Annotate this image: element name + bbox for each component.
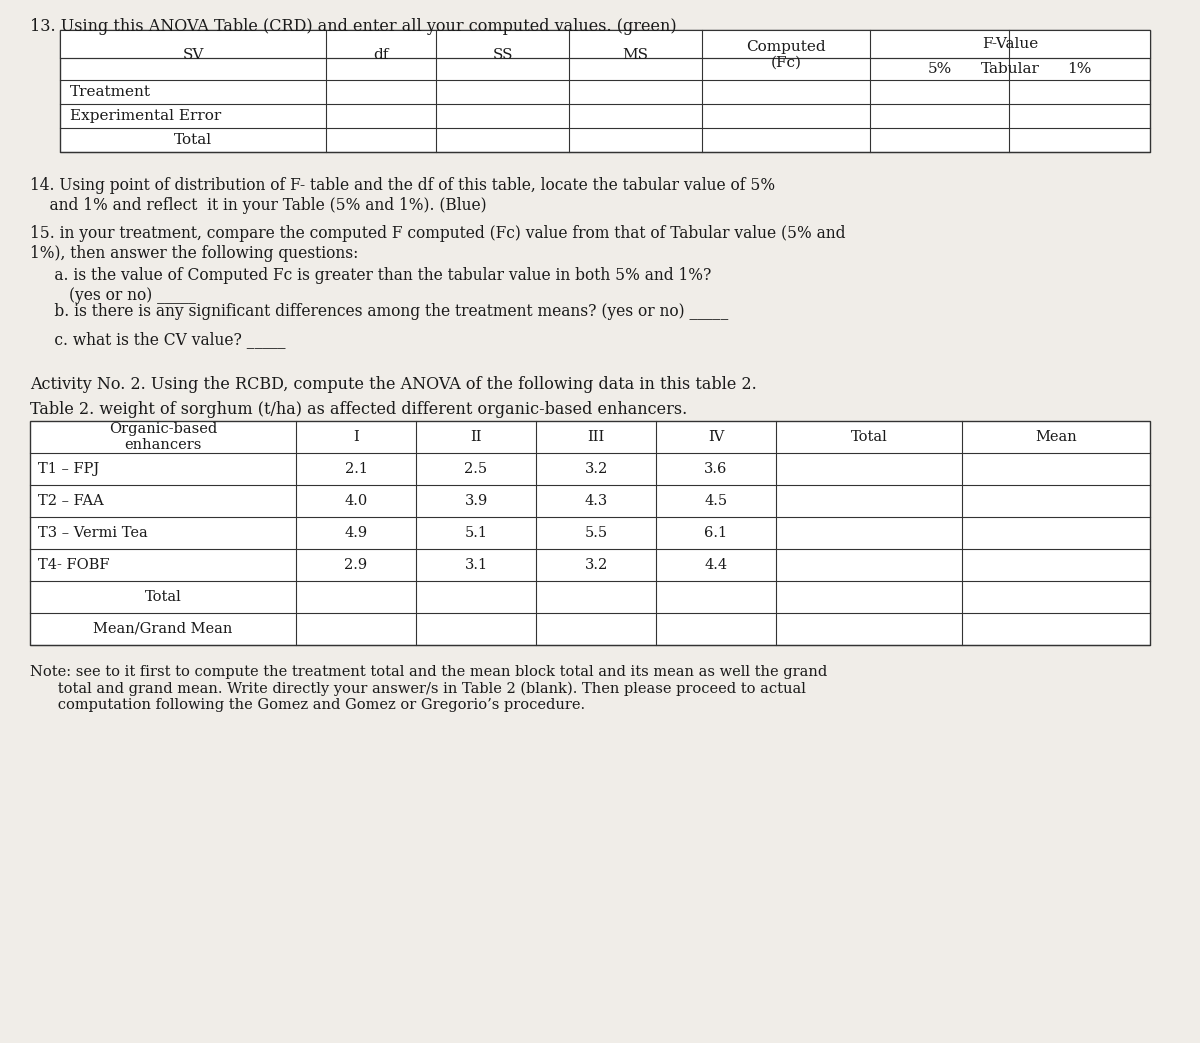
Text: 3.6: 3.6: [704, 462, 727, 476]
Text: df: df: [373, 48, 389, 62]
Text: Total: Total: [851, 430, 887, 444]
Text: I: I: [353, 430, 359, 444]
Bar: [702, 104, 870, 128]
Bar: [326, 80, 436, 104]
Text: b. is there is any significant differences among the treatment means? (yes or no: b. is there is any significant differenc…: [30, 304, 728, 320]
Text: T3 – Vermi Tea: T3 – Vermi Tea: [38, 526, 148, 540]
Text: Computed
(Fc): Computed (Fc): [746, 40, 826, 70]
Text: Treatment: Treatment: [70, 84, 151, 99]
Text: MS: MS: [623, 48, 648, 62]
Text: Note: see to it first to compute the treatment total and the mean block total an: Note: see to it first to compute the tre…: [30, 665, 827, 712]
Text: IV: IV: [708, 430, 724, 444]
Text: 15. in your treatment, compare the computed F computed (Fc) value from that of T: 15. in your treatment, compare the compu…: [30, 225, 846, 262]
Bar: [436, 128, 569, 152]
Text: 1%: 1%: [1067, 62, 1092, 76]
Text: Table 2. weight of sorghum (t/ha) as affected different organic-based enhancers.: Table 2. weight of sorghum (t/ha) as aff…: [30, 401, 688, 418]
Text: SS: SS: [492, 48, 512, 62]
Text: T1 – FPJ: T1 – FPJ: [38, 462, 100, 476]
Text: Experimental Error: Experimental Error: [70, 110, 221, 123]
Text: 4.0: 4.0: [344, 494, 367, 508]
Text: Total: Total: [174, 134, 212, 147]
Text: 5%: 5%: [928, 62, 952, 76]
Text: 4.5: 4.5: [704, 494, 727, 508]
Bar: [569, 80, 702, 104]
Bar: [436, 80, 569, 104]
Text: Tabular: Tabular: [980, 62, 1039, 76]
Text: 4.4: 4.4: [704, 558, 727, 572]
Text: 4.3: 4.3: [584, 494, 607, 508]
Text: 3.2: 3.2: [584, 462, 607, 476]
Text: Total: Total: [145, 590, 181, 604]
Text: 2.5: 2.5: [464, 462, 487, 476]
Text: a. is the value of Computed Fc is greater than the tabular value in both 5% and : a. is the value of Computed Fc is greate…: [30, 267, 712, 304]
Text: Organic-based
enhancers: Organic-based enhancers: [109, 422, 217, 452]
Text: III: III: [587, 430, 605, 444]
Text: c. what is the CV value? _____: c. what is the CV value? _____: [30, 331, 286, 348]
Bar: [326, 128, 436, 152]
Text: 5.5: 5.5: [584, 526, 607, 540]
Bar: [60, 30, 1150, 152]
Text: T4- FOBF: T4- FOBF: [38, 558, 109, 572]
Text: 6.1: 6.1: [704, 526, 727, 540]
Bar: [569, 104, 702, 128]
Text: F-Value: F-Value: [982, 37, 1038, 51]
Text: 5.1: 5.1: [464, 526, 487, 540]
Text: 3.9: 3.9: [464, 494, 487, 508]
Text: 3.1: 3.1: [464, 558, 487, 572]
Text: 13. Using this ANOVA Table (CRD) and enter all your computed values. (green): 13. Using this ANOVA Table (CRD) and ent…: [30, 18, 677, 35]
Text: 3.2: 3.2: [584, 558, 607, 572]
Bar: [702, 80, 870, 104]
Text: Mean/Grand Mean: Mean/Grand Mean: [94, 622, 233, 636]
Text: Activity No. 2. Using the RCBD, compute the ANOVA of the following data in this : Activity No. 2. Using the RCBD, compute …: [30, 375, 757, 393]
Text: SV: SV: [182, 48, 204, 62]
Text: 14. Using point of distribution of F- table and the df of this table, locate the: 14. Using point of distribution of F- ta…: [30, 177, 775, 214]
Bar: [30, 421, 1150, 645]
Text: T2 – FAA: T2 – FAA: [38, 494, 103, 508]
Bar: [436, 104, 569, 128]
Text: 2.1: 2.1: [344, 462, 367, 476]
Bar: [60, 30, 1150, 58]
Text: Mean: Mean: [1036, 430, 1076, 444]
Bar: [326, 104, 436, 128]
Text: 4.9: 4.9: [344, 526, 367, 540]
Text: 2.9: 2.9: [344, 558, 367, 572]
Text: II: II: [470, 430, 481, 444]
